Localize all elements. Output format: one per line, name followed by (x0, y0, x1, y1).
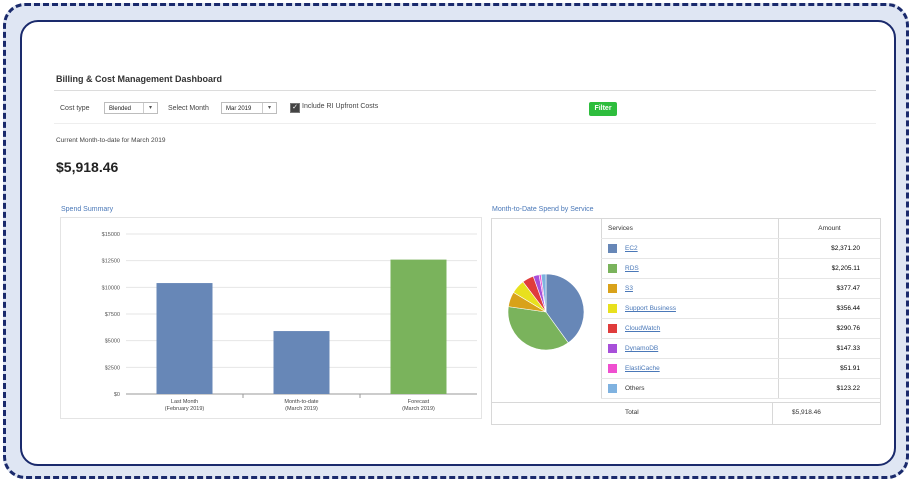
service-cell: EC2 (601, 238, 779, 259)
month-value: Mar 2019 (226, 106, 252, 112)
service-amount: $147.33 (778, 338, 880, 359)
total-row: Total $5,918.46 (492, 402, 880, 424)
legend-swatch-icon (608, 344, 617, 353)
service-amount: $2,205.11 (778, 258, 880, 279)
service-row: Support Business $356.44 (601, 298, 880, 319)
legend-swatch-icon (608, 364, 617, 373)
y-tick-label: $12500 (102, 259, 120, 265)
service-table-header: Services Amount (601, 219, 880, 239)
y-tick-label: $7500 (105, 312, 120, 318)
include-ri-label: Include RI Upfront Costs (302, 103, 379, 110)
mtd-label: Current Month-to-date for March 2019 (56, 137, 166, 144)
spend-summary-title: Spend Summary (61, 206, 114, 213)
bar[interactable] (390, 259, 447, 394)
service-link[interactable]: S3 (625, 285, 633, 292)
total-value: $5,918.46 (792, 409, 821, 416)
service-table: Services Amount EC2 $2,371.20 RDS $2,205.11… (601, 219, 880, 399)
page-title: Billing & Cost Management Dashboard (56, 74, 223, 84)
y-tick-label: $15000 (102, 232, 120, 238)
service-amount: $377.47 (778, 278, 880, 299)
bar[interactable] (156, 283, 213, 394)
service-cell: CloudWatch (601, 318, 779, 339)
spend-summary-svg: $0 $2500 $5000 $7500 $10000 $12500 $15000 Last … (102, 232, 477, 412)
x-tick-label: Month-to-date (284, 399, 318, 405)
y-tick-label: $2500 (105, 365, 120, 371)
legend-swatch-icon (608, 284, 617, 293)
x-tick-label: (March 2019) (402, 406, 435, 412)
service-amount: $123.22 (778, 378, 880, 399)
y-tick-label: $5000 (105, 339, 120, 345)
month-select[interactable]: Mar 2019 ▾ (221, 102, 277, 114)
cost-type-select[interactable]: Blended ▾ (104, 102, 158, 114)
legend-swatch-icon (608, 324, 617, 333)
x-tick-label: Forecast (408, 399, 430, 405)
filter-divider (54, 123, 876, 124)
service-row: S3 $377.47 (601, 278, 880, 299)
service-link[interactable]: RDS (625, 265, 639, 272)
pie-slice[interactable] (540, 273, 547, 313)
service-row: ElastiCache $51.91 (601, 358, 880, 379)
service-spend-title: Month-to-Date Spend by Service (492, 206, 594, 213)
service-link[interactable]: Support Business (625, 305, 676, 312)
screenshot-frame: Billing & Cost Management Dashboard Cost… (3, 3, 909, 479)
select-month-label: Select Month (168, 105, 209, 112)
service-link[interactable]: EC2 (625, 245, 638, 252)
cost-type-label: Cost type (60, 105, 90, 112)
service-cell: Support Business (601, 298, 779, 319)
total-label: Total (625, 409, 639, 416)
service-cell: DynamoDB (601, 338, 779, 359)
services-column-header: Services (601, 219, 779, 239)
legend-swatch-icon (608, 264, 617, 273)
chevron-down-icon: ▾ (143, 103, 157, 113)
legend-swatch-icon (608, 244, 617, 253)
service-row: DynamoDB $147.33 (601, 338, 880, 359)
include-ri-checkbox[interactable]: ✓ (290, 103, 300, 113)
title-divider (54, 90, 876, 91)
mtd-value: $5,918.46 (56, 159, 119, 175)
service-amount: $356.44 (778, 298, 880, 319)
service-cell: RDS (601, 258, 779, 279)
x-tick-label: (March 2019) (285, 406, 318, 412)
dashboard-panel: Billing & Cost Management Dashboard Cost… (20, 20, 896, 466)
y-tick-label: $10000 (102, 285, 120, 291)
pie-slice[interactable] (545, 273, 585, 344)
bar[interactable] (273, 331, 330, 394)
filter-button[interactable]: Filter (589, 102, 617, 116)
amount-column-header: Amount (778, 219, 880, 239)
y-tick-label: $0 (114, 392, 120, 398)
service-link[interactable]: ElastiCache (625, 365, 660, 372)
total-divider (772, 403, 773, 424)
spend-summary-chart: $0 $2500 $5000 $7500 $10000 $12500 $15000 Last … (60, 217, 482, 419)
service-pie-chart (507, 273, 585, 351)
legend-swatch-icon (608, 304, 617, 313)
service-amount: $2,371.20 (778, 238, 880, 259)
service-label: Others (625, 385, 645, 392)
pie-slice[interactable] (507, 306, 569, 351)
x-tick-label: Last Month (171, 399, 198, 405)
service-link[interactable]: DynamoDB (625, 345, 659, 352)
legend-swatch-icon (608, 384, 617, 393)
service-breakdown-panel: Services Amount EC2 $2,371.20 RDS $2,205.11… (491, 218, 881, 425)
cost-type-value: Blended (109, 106, 132, 112)
service-row: RDS $2,205.11 (601, 258, 880, 279)
service-cell: Others (601, 378, 779, 399)
x-tick-label: (February 2019) (165, 406, 205, 412)
service-amount: $290.76 (778, 318, 880, 339)
service-row: Others $123.22 (601, 378, 880, 399)
service-row: EC2 $2,371.20 (601, 238, 880, 259)
chevron-down-icon: ▾ (262, 103, 276, 113)
service-link[interactable]: CloudWatch (625, 325, 661, 332)
service-cell: ElastiCache (601, 358, 779, 379)
service-row: CloudWatch $290.76 (601, 318, 880, 339)
service-amount: $51.91 (778, 358, 880, 379)
service-cell: S3 (601, 278, 779, 299)
